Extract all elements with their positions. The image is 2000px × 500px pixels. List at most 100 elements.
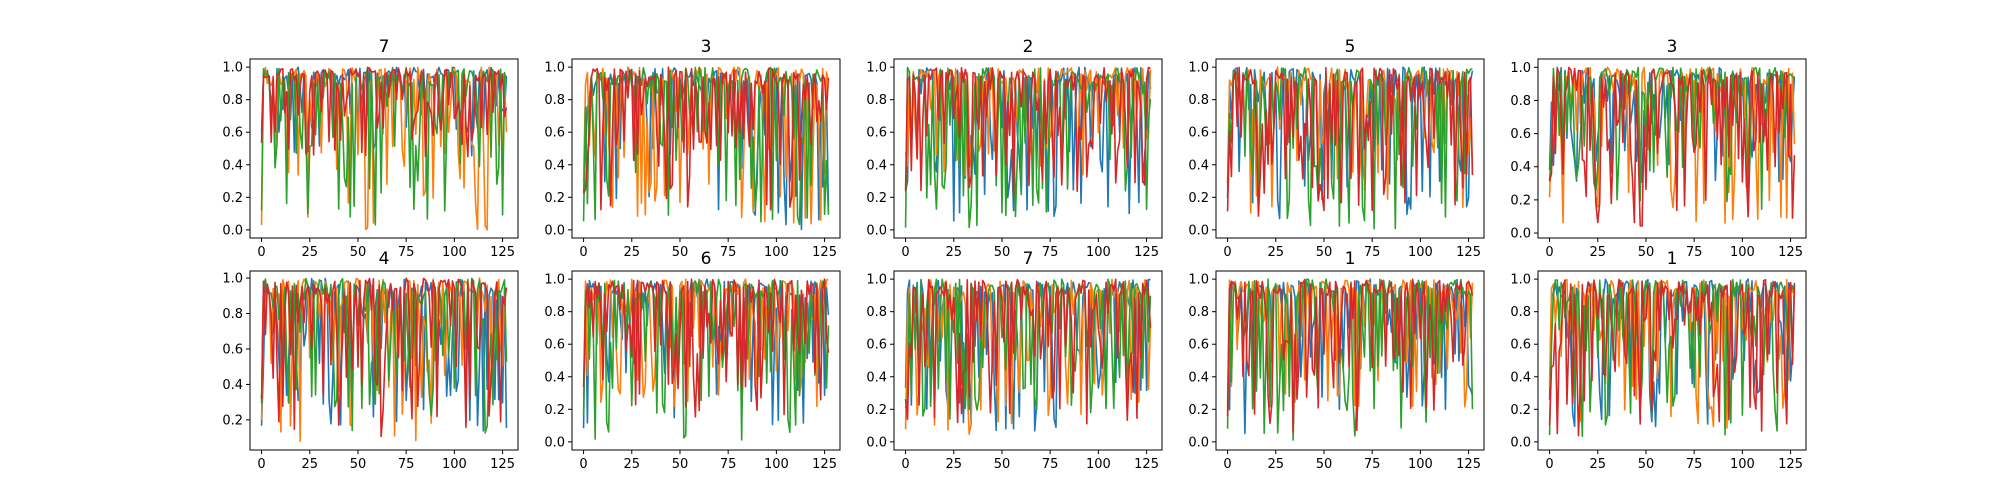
y-tick-label: 0.8: [1188, 93, 1209, 108]
x-tick-label: 25: [1589, 457, 1606, 472]
y-tick-label: 0.2: [866, 191, 887, 206]
series-line: [260, 277, 508, 438]
subplot-title: 4: [379, 249, 390, 269]
y-tick-label: 0.8: [1188, 305, 1209, 320]
subplot-title: 7: [379, 37, 390, 57]
axes-frame: [571, 270, 841, 451]
x-tick-label: 125: [1456, 457, 1481, 472]
x-tick-label: 50: [350, 245, 367, 260]
x-tick-label: 25: [1267, 245, 1284, 260]
y-tick-label: 0.2: [1188, 191, 1209, 206]
y-tick-label: 1.0: [866, 61, 887, 76]
y-tick-label: 0.8: [222, 93, 243, 108]
y-tick-label: 0.0: [1510, 435, 1531, 450]
x-tick-label: 0: [1545, 245, 1553, 260]
subplot-8: 0 25 50 75 100 125 0.0 0.2 0.4 0.6 0.8 1.0 7: [866, 249, 1163, 472]
x-tick-label: 100: [1408, 245, 1433, 260]
series-line: [260, 66, 508, 158]
y-tick-label: 1.0: [544, 273, 565, 288]
series-line: [1548, 278, 1796, 438]
subplot-title: 7: [1023, 249, 1034, 269]
x-tick-label: 25: [945, 457, 962, 472]
x-tick-label: 100: [764, 457, 789, 472]
y-tick-label: 0.2: [222, 413, 243, 428]
subplot-title: 6: [701, 249, 712, 269]
y-tick-label: 0.6: [1510, 127, 1531, 142]
x-tick-label: 0: [1545, 457, 1553, 472]
y-tick-label: 0.4: [1510, 370, 1531, 385]
y-tick-label: 0.6: [544, 338, 565, 353]
x-tick-label: 125: [812, 245, 837, 260]
x-tick-label: 100: [1408, 457, 1433, 472]
x-tick-label: 0: [901, 457, 909, 472]
x-tick-label: 125: [1778, 245, 1803, 260]
x-tick-label: 0: [257, 245, 265, 260]
x-tick-label: 50: [672, 245, 689, 260]
x-tick-label: 75: [1686, 457, 1703, 472]
x-tick-label: 50: [994, 457, 1011, 472]
y-tick-label: 0.6: [1188, 126, 1209, 141]
x-tick-label: 100: [442, 457, 467, 472]
y-tick-label: 0.8: [1510, 94, 1531, 109]
y-tick-label: 0.8: [544, 305, 565, 320]
x-tick-label: 25: [945, 245, 962, 260]
subplot-title: 2: [1023, 37, 1034, 57]
y-tick-label: 0.8: [866, 93, 887, 108]
series-line: [904, 278, 1152, 425]
y-tick-label: 0.0: [544, 223, 565, 238]
x-tick-label: 50: [1638, 245, 1655, 260]
subplot-9: 0 25 50 75 100 125 0.0 0.2 0.4 0.6 0.8 1.0 1: [1188, 249, 1485, 472]
y-tick-label: 0.6: [1188, 338, 1209, 353]
series-line: [904, 278, 1152, 435]
x-tick-label: 0: [257, 457, 265, 472]
x-tick-label: 125: [812, 457, 837, 472]
y-tick-label: 0.4: [1188, 158, 1209, 173]
series-line: [260, 277, 507, 442]
x-tick-label: 75: [1042, 457, 1059, 472]
subplot-5: 0 25 50 75 100 125 0.0 0.2 0.4 0.6 0.8 1.0 3: [1510, 37, 1807, 260]
x-tick-label: 75: [1364, 457, 1381, 472]
x-tick-label: 100: [1086, 457, 1111, 472]
series-line: [904, 66, 1152, 229]
subplot-4: 0 25 50 75 100 125 0.0 0.2 0.4 0.6 0.8 1.0 5: [1188, 37, 1485, 260]
x-tick-label: 25: [1589, 245, 1606, 260]
subplot-1: 0 25 50 75 100 125 0.0 0.2 0.4 0.6 0.8 1.0 7: [222, 37, 519, 260]
y-tick-label: 0.2: [222, 191, 243, 206]
y-tick-label: 0.4: [1188, 370, 1209, 385]
y-tick-label: 0.4: [222, 378, 243, 393]
y-tick-label: 0.4: [222, 158, 243, 173]
x-tick-label: 100: [1730, 245, 1755, 260]
y-tick-label: 0.0: [866, 223, 887, 238]
y-tick-label: 0.8: [866, 305, 887, 320]
y-tick-label: 0.6: [866, 126, 887, 141]
subplot-title: 3: [1667, 37, 1678, 57]
y-tick-label: 0.6: [1510, 338, 1531, 353]
subplot-3: 0 25 50 75 100 125 0.0 0.2 0.4 0.6 0.8 1.0 2: [866, 37, 1163, 260]
x-tick-label: 25: [1267, 457, 1284, 472]
subplot-7: 0 25 50 75 100 125 0.0 0.2 0.4 0.6 0.8 1.0 6: [544, 249, 841, 472]
x-tick-label: 100: [764, 245, 789, 260]
y-tick-label: 0.8: [544, 93, 565, 108]
subplot-10: 0 25 50 75 100 125 0.0 0.2 0.4 0.6 0.8 1.0 1: [1510, 249, 1807, 472]
y-tick-label: 0.4: [866, 370, 887, 385]
y-tick-label: 0.0: [1188, 435, 1209, 450]
axes-frame: [1537, 270, 1807, 451]
y-tick-label: 0.4: [866, 158, 887, 173]
y-tick-label: 1.0: [1510, 61, 1531, 76]
x-tick-label: 0: [579, 245, 587, 260]
y-tick-label: 0.6: [544, 126, 565, 141]
subplot-title: 5: [1345, 37, 1356, 57]
x-tick-label: 75: [1686, 245, 1703, 260]
y-tick-label: 0.6: [222, 342, 243, 357]
x-tick-label: 100: [1086, 245, 1111, 260]
x-tick-label: 75: [398, 457, 415, 472]
x-tick-label: 0: [1223, 245, 1231, 260]
axes-frame: [249, 270, 519, 451]
axes-frame: [1215, 58, 1485, 239]
y-tick-label: 0.0: [1510, 227, 1531, 242]
y-tick-label: 0.2: [544, 191, 565, 206]
x-tick-label: 50: [350, 457, 367, 472]
x-tick-label: 100: [442, 245, 467, 260]
x-tick-label: 125: [1134, 457, 1159, 472]
